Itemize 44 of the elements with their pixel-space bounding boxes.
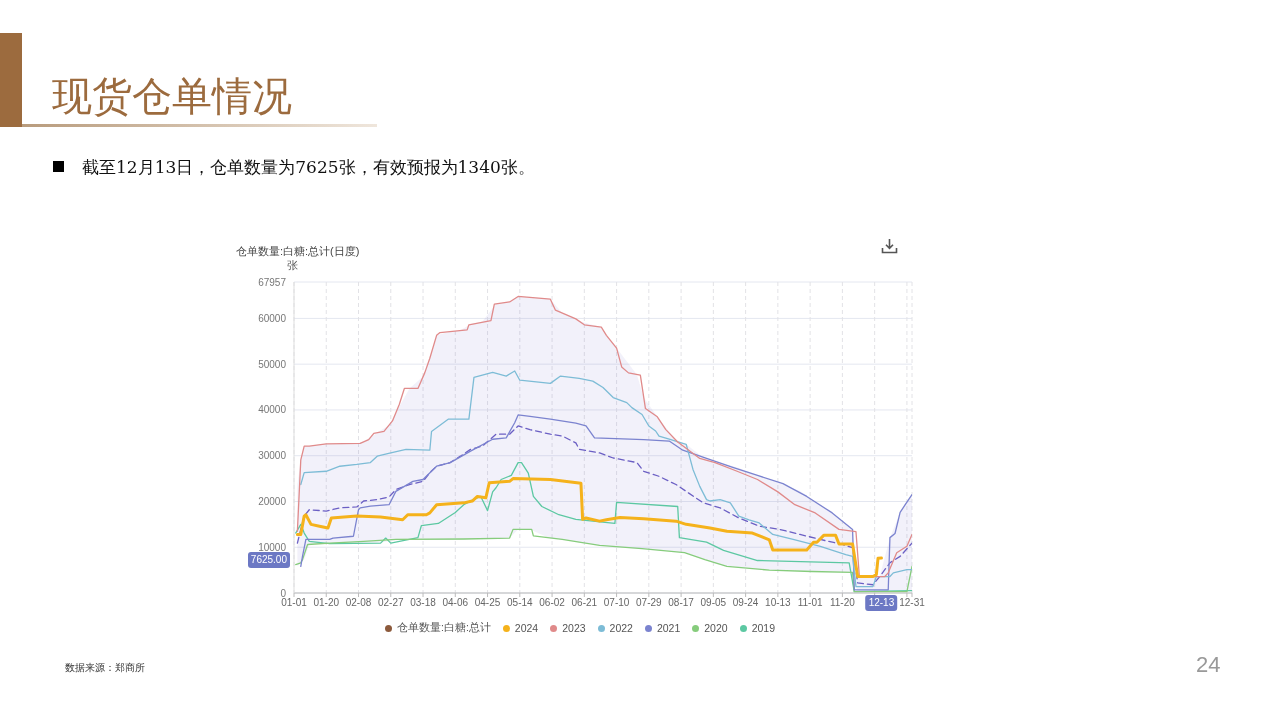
line-series	[295, 477, 883, 579]
legend-label: 2019	[751, 622, 775, 634]
x-tick-label: 10-13	[765, 597, 792, 609]
x-tick-label: 03-18	[410, 597, 437, 609]
line-series	[300, 370, 912, 588]
x-tick-label: 08-17	[668, 597, 695, 609]
chart-title: 现货仓单情况	[52, 72, 292, 120]
annotation: 12-13	[865, 595, 898, 611]
text: 24	[1196, 652, 1221, 678]
legend-label: 2024	[514, 622, 539, 634]
y-tick-label: 40000	[258, 404, 287, 416]
x-tick-label: 01-01	[281, 597, 308, 609]
chart-subtitle: 截至12月13日，仓单数量为7625张，有效预报为1340张。	[82, 156, 535, 178]
legend-label: 2020	[704, 622, 728, 634]
y-tick-label: 60000	[258, 312, 287, 324]
x-tick-label: 02-27	[377, 597, 404, 609]
legend-label: 2021	[656, 622, 681, 634]
text: 张	[287, 259, 298, 272]
y-tick-label: 50000	[258, 358, 287, 370]
x-tick-label: 02-08	[345, 597, 372, 609]
x-tick-label: 11-01	[797, 597, 823, 609]
x-tick-label: 09-05	[700, 597, 727, 609]
x-tick-label: 04-06	[442, 597, 469, 609]
x-tick-label: 01-20	[313, 597, 340, 609]
x-tick-label: 12-31	[899, 597, 926, 609]
legend-label: 2022	[609, 622, 633, 634]
x-tick-label: 11-20	[829, 597, 856, 609]
x-tick-label: 07-29	[636, 597, 663, 609]
x-tick-label: 05-14	[507, 597, 534, 609]
source-note: 数据来源：郑商所	[65, 661, 145, 674]
x-tick-label: 06-02	[539, 597, 566, 609]
x-tick-label: 04-25	[474, 597, 501, 609]
y-tick-label: 0	[280, 587, 287, 599]
y-axis-title: 仓单数量:白糖:总计(日度)	[236, 245, 360, 258]
y-tick-label: 67957	[258, 276, 287, 288]
x-tick-label: 09-24	[732, 597, 759, 609]
y-tick-label: 30000	[258, 450, 287, 462]
y-tick-label: 20000	[258, 496, 287, 508]
legend-label: 2023	[562, 622, 586, 634]
x-tick-label: 07-10	[603, 597, 630, 609]
legend-label: 仓单数量:白糖:总计	[397, 621, 491, 635]
y-tick-label: 10000	[258, 541, 287, 553]
x-tick-label: 06-21	[571, 597, 598, 609]
text: 7625.00	[247, 552, 290, 568]
